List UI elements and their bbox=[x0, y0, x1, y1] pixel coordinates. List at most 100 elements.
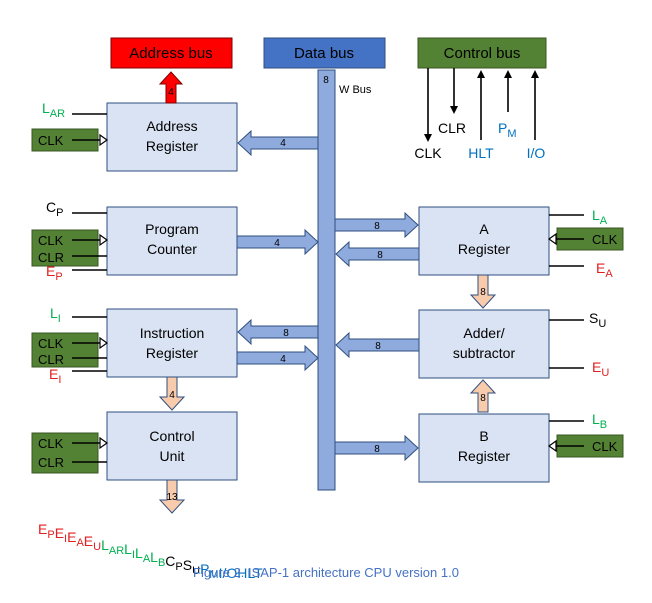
control-word-subscript: P bbox=[47, 529, 54, 541]
li-label: LI bbox=[50, 305, 61, 325]
control-clk-label: CLK bbox=[414, 145, 442, 161]
control-word-subscript: AR bbox=[109, 545, 124, 557]
pc-clk-label: CLK bbox=[38, 233, 64, 248]
cu-out-width: 13 bbox=[166, 492, 178, 503]
control-io-label: I/O bbox=[527, 145, 546, 161]
b-register bbox=[418, 413, 550, 483]
bus-to-ar-width: 4 bbox=[280, 138, 286, 149]
b-to-adder-width: 8 bbox=[480, 393, 486, 404]
adder-subtractor bbox=[418, 309, 550, 379]
control-pm-label: PM bbox=[498, 120, 517, 140]
w-bus bbox=[317, 69, 336, 491]
b-register-line1: B bbox=[479, 428, 488, 444]
control-word-subscript: A bbox=[143, 553, 151, 565]
control-bus-box bbox=[417, 37, 547, 69]
bus-to-ir-width: 8 bbox=[283, 328, 289, 339]
b-to-adder-arrow bbox=[469, 379, 497, 413]
a-to-bus-width: 8 bbox=[377, 250, 383, 261]
data-bus-label: Data bus bbox=[294, 45, 354, 62]
program-counter-line1: Program bbox=[145, 221, 199, 237]
control-word-signal: L bbox=[135, 545, 143, 561]
su-label: SU bbox=[589, 310, 606, 330]
address-register-line2: Register bbox=[146, 138, 198, 154]
bus-to-b-width: 8 bbox=[374, 444, 380, 455]
control-word-signal: E bbox=[38, 521, 47, 537]
control-word-signal: L bbox=[101, 537, 109, 553]
control-word-subscript: M bbox=[209, 569, 218, 581]
pc-to-bus-arrow bbox=[236, 228, 319, 256]
ir-clk-label: CLK bbox=[38, 336, 64, 351]
control-word-signal: C bbox=[165, 553, 175, 569]
cp-label: CP bbox=[46, 199, 63, 219]
control-word-subscript: P bbox=[175, 561, 182, 573]
control-word-subscript: A bbox=[76, 537, 84, 549]
control-word-signal: L bbox=[124, 541, 132, 557]
control-word-signal: I/O bbox=[219, 565, 238, 581]
w-bus-label: W Bus bbox=[339, 84, 372, 96]
a-register bbox=[418, 206, 550, 276]
control-word-signal: HLT bbox=[237, 565, 263, 581]
bus-to-ar-arrow bbox=[237, 129, 319, 157]
control-word-signal: E bbox=[84, 533, 93, 549]
ir-to-bus-width: 4 bbox=[280, 354, 286, 365]
control-unit-line1: Control bbox=[149, 428, 194, 444]
instruction-register-line1: Instruction bbox=[140, 325, 205, 341]
control-word-signal: L bbox=[150, 549, 158, 565]
cu-clr-label: CLR bbox=[38, 455, 64, 470]
control-word-subscript: I bbox=[64, 533, 67, 545]
cu-out-arrow bbox=[158, 479, 186, 514]
a-to-bus-arrow bbox=[335, 240, 420, 268]
b-register-line2: Register bbox=[458, 448, 510, 464]
ep-label: EP bbox=[46, 263, 63, 283]
a-register-line1: A bbox=[479, 221, 489, 237]
control-word-signal: E bbox=[67, 529, 76, 545]
pc-clr-label: CLR bbox=[38, 250, 64, 265]
ar-clk-label: CLK bbox=[38, 133, 64, 148]
control-word-signal: E bbox=[55, 525, 64, 541]
control-bus-label: Control bus bbox=[444, 45, 521, 62]
instruction-register bbox=[106, 308, 238, 378]
lb-label: LB bbox=[592, 411, 607, 431]
address-bus-label: Address bus bbox=[129, 45, 212, 62]
a-to-adder-width: 8 bbox=[480, 287, 486, 298]
figure-caption: Figure 2. ISAP-1 architecture CPU versio… bbox=[193, 565, 459, 580]
a-to-adder-arrow bbox=[469, 274, 497, 309]
bus-to-ir-arrow bbox=[237, 318, 319, 346]
control-hlt-label: HLT bbox=[468, 145, 494, 161]
ea-label: EA bbox=[596, 260, 613, 280]
cu-clk-label: CLK bbox=[38, 436, 64, 451]
control-unit-line2: Unit bbox=[160, 448, 185, 464]
control-unit bbox=[106, 411, 238, 481]
control-word-signal: P bbox=[200, 561, 209, 577]
pc-to-bus-width: 4 bbox=[274, 238, 280, 249]
bus-to-a-arrow bbox=[334, 211, 419, 239]
lar-label: LAR bbox=[42, 100, 65, 120]
adder-line2: subtractor bbox=[453, 345, 516, 361]
control-word-subscript: U bbox=[93, 541, 101, 553]
adder-to-bus-arrow bbox=[335, 331, 420, 359]
adder-to-bus-width: 8 bbox=[375, 341, 381, 352]
control-clr-label: CLR bbox=[438, 120, 466, 136]
pc-clk-clr-box bbox=[31, 229, 99, 267]
address-bus-box bbox=[110, 37, 233, 69]
control-word-subscript: U bbox=[192, 565, 200, 577]
a-register-line2: Register bbox=[458, 241, 510, 257]
ir-clk-clr-box bbox=[31, 332, 99, 368]
address-out-width: 4 bbox=[168, 87, 174, 98]
ir-clr-label: CLR bbox=[38, 352, 64, 367]
address-out-arrow bbox=[158, 71, 184, 104]
ei-label: EI bbox=[49, 366, 61, 386]
program-counter-line2: Counter bbox=[147, 241, 197, 257]
control-word-signal: S bbox=[183, 557, 192, 573]
eu-label: EU bbox=[592, 359, 609, 379]
data-bus-box bbox=[263, 37, 386, 69]
bus-to-a-width: 8 bbox=[374, 221, 380, 232]
ir-to-cu-arrow bbox=[158, 376, 186, 411]
w-bus-width: 8 bbox=[323, 75, 329, 86]
a-clk-label: CLK bbox=[592, 232, 618, 247]
control-word-subscript: B bbox=[158, 557, 165, 569]
control-word: EPEIEAEULARLILALBCPSUPMI/OHLT bbox=[38, 521, 263, 581]
ir-to-bus-arrow bbox=[236, 344, 319, 372]
la-label: LA bbox=[592, 207, 608, 227]
